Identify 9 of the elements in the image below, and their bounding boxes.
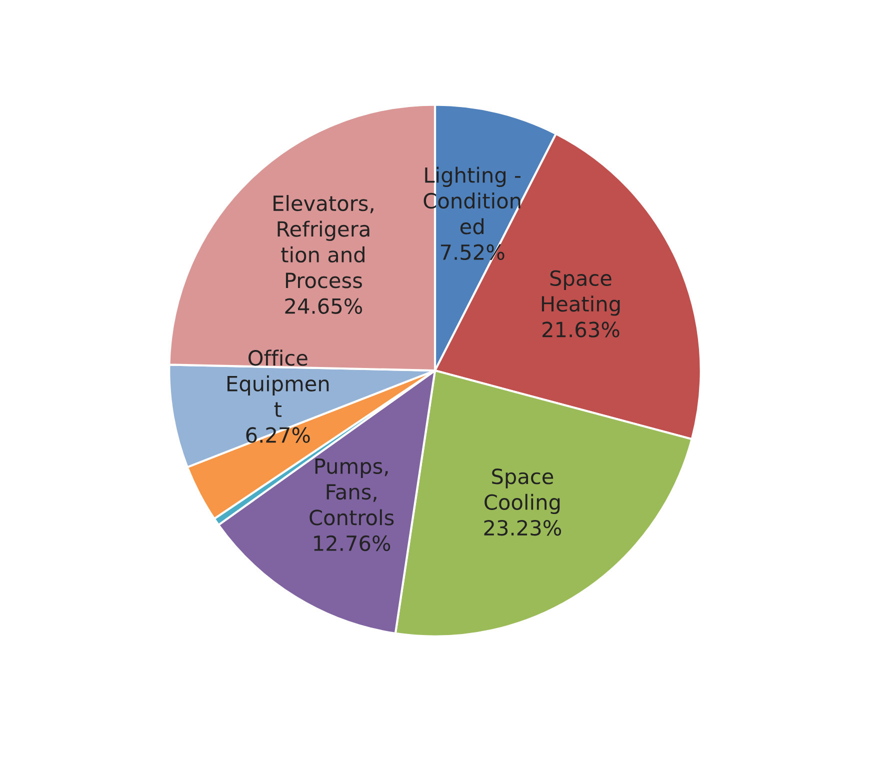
slice-label: Space Cooling (484, 468, 560, 514)
data-label: 21.63% (542, 322, 620, 338)
data-label: 24.65% (285, 298, 362, 314)
data-label: 12.76% (314, 535, 390, 552)
data-label: 23.23% (484, 520, 562, 536)
slice-label: Space Heating (542, 270, 620, 316)
slice-label: Office Equipmen t (227, 350, 329, 417)
slice-label: Pumps, Fans, Controls (310, 458, 394, 526)
slice-label: Elevators, Refrigera tion and Process (274, 195, 374, 288)
